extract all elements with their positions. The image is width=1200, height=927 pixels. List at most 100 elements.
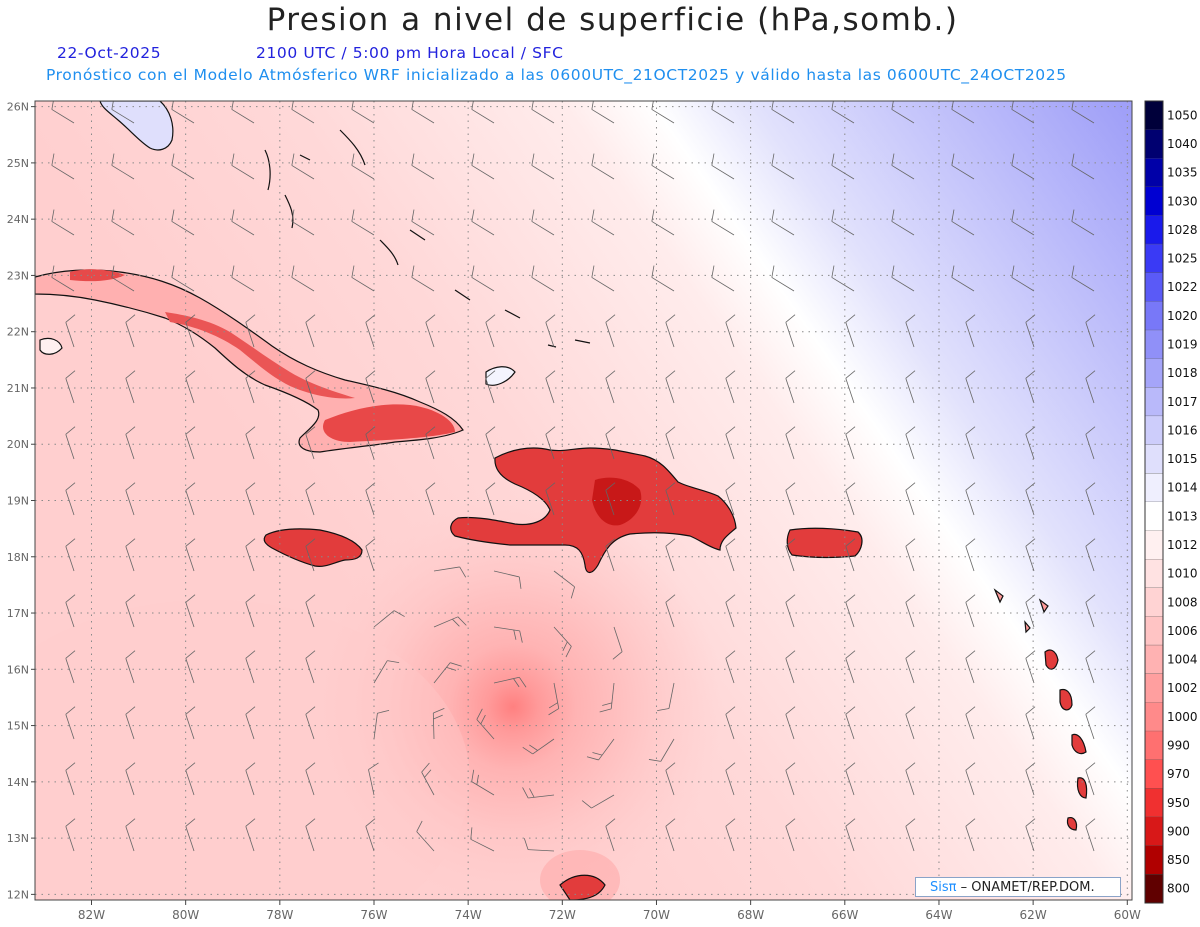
- wind-barb-flag: [845, 314, 856, 323]
- wind-barb-staff: [65, 602, 75, 628]
- wind-barb-staff: [905, 490, 915, 516]
- wind-barb-staff: [171, 165, 195, 180]
- wind-barb-flag: [185, 650, 196, 659]
- colorbar-swatch: [1145, 272, 1163, 302]
- wind-barb-flag: [651, 265, 655, 278]
- wind-barb-staff: [725, 602, 735, 628]
- colorbar-swatch: [1145, 559, 1163, 589]
- wind-barb-staff: [291, 277, 315, 292]
- wind-barb-staff: [1025, 826, 1035, 852]
- lon-tick-label: 66W: [831, 908, 858, 922]
- wind-barb-staff: [416, 831, 435, 852]
- wind-barb-flag: [171, 209, 175, 222]
- wind-barb-flag: [1025, 594, 1036, 603]
- wind-barb-flag: [452, 618, 460, 627]
- wind-barb-flag: [905, 482, 916, 491]
- wind-barb-staff: [553, 570, 575, 588]
- wind-barb-staff: [831, 277, 855, 292]
- wind-barb-staff: [1071, 109, 1095, 124]
- colorbar-swatch: [1145, 129, 1163, 159]
- wind-barb-flag: [785, 482, 796, 491]
- wind-barb-staff: [1085, 434, 1095, 460]
- wind-barb-staff: [65, 434, 75, 460]
- colorbar-swatch: [1145, 358, 1163, 388]
- wind-barb-flag: [305, 538, 316, 547]
- lat-tick-label: 16N: [7, 663, 29, 676]
- wind-barb-flag: [785, 538, 796, 547]
- wind-barb-flag: [905, 538, 916, 547]
- wind-barb-staff: [1071, 165, 1095, 180]
- wind-barb-flag: [351, 209, 355, 222]
- wind-barb-flag: [1085, 314, 1096, 323]
- wind-barb-staff: [470, 838, 495, 852]
- colorbar-label: 1010: [1167, 567, 1198, 581]
- wind-barb-flag: [185, 426, 196, 435]
- wind-barb-staff: [245, 658, 255, 684]
- wind-barb-staff: [1025, 714, 1035, 740]
- wind-barb-staff: [411, 109, 435, 124]
- wind-barb-flag: [51, 209, 55, 222]
- wind-barb-staff: [351, 221, 375, 236]
- wind-barb-flag: [485, 426, 496, 435]
- wind-barb-flag: [529, 788, 535, 798]
- wind-barb-flag: [831, 153, 835, 166]
- wind-barb-flag: [125, 426, 136, 435]
- wind-barb-staff: [185, 322, 195, 348]
- wind-barb-staff: [291, 165, 315, 180]
- wind-barb-flag: [305, 314, 316, 323]
- wind-barb-staff: [471, 109, 495, 124]
- wind-barb-flag: [245, 594, 256, 603]
- wind-barb-flag: [65, 482, 76, 491]
- wind-barb-staff: [845, 714, 855, 740]
- lat-tick-label: 20N: [7, 438, 29, 451]
- wind-barb-staff: [305, 602, 315, 628]
- jamaica: [263, 528, 363, 567]
- colorbar-swatch: [1145, 702, 1163, 732]
- wind-barb-staff: [125, 602, 135, 628]
- wind-barb-staff: [785, 826, 795, 852]
- wind-barb-staff: [1085, 490, 1095, 516]
- wind-barb-flag: [785, 818, 796, 827]
- lat-tick-label: 22N: [7, 326, 29, 339]
- wind-barb-flag: [1011, 265, 1015, 278]
- wind-barb-staff: [433, 616, 459, 628]
- wind-barb-staff: [605, 546, 615, 572]
- wind-barb-flag: [522, 746, 533, 755]
- wind-barb-staff: [545, 490, 555, 516]
- lat-tick-label: 15N: [7, 720, 29, 733]
- wind-barb-flag: [605, 538, 616, 547]
- wind-barb-flag: [245, 370, 256, 379]
- wind-barb-flag: [845, 818, 856, 827]
- wind-barb-staff: [665, 546, 675, 572]
- wind-barb-flag: [711, 265, 715, 278]
- wind-barb-flag: [891, 265, 895, 278]
- wind-barb-flag: [485, 370, 496, 379]
- wind-barb-flag: [725, 650, 736, 659]
- puerto-rico: [786, 527, 863, 558]
- wind-barb-flag: [245, 538, 256, 547]
- wind-barb-staff: [845, 490, 855, 516]
- wind-barb-flag: [785, 706, 796, 715]
- wind-barb-staff: [1025, 322, 1035, 348]
- wind-barb-staff: [725, 714, 735, 740]
- colorbar-label: 850: [1167, 853, 1190, 867]
- wind-barb-flag: [1011, 153, 1015, 166]
- wind-barb-flag: [65, 818, 76, 827]
- colorbar-swatch: [1145, 244, 1163, 274]
- wind-barb-staff: [471, 781, 495, 796]
- wind-barb-flag: [905, 426, 916, 435]
- wind-barb-staff: [185, 490, 195, 516]
- wind-barb-flag: [951, 101, 954, 110]
- wind-barb-flag: [1071, 153, 1075, 166]
- wind-barb-staff: [845, 322, 855, 348]
- wind-barb-flag: [185, 482, 196, 491]
- wind-barb-flag: [711, 101, 714, 110]
- colorbar-label: 1018: [1167, 366, 1198, 380]
- wind-barb-flag: [665, 594, 676, 603]
- wind-barb-staff: [231, 165, 255, 180]
- wind-barb-staff: [1025, 490, 1035, 516]
- low-pressure-field: [253, 490, 773, 900]
- wind-barb-staff: [891, 165, 915, 180]
- wind-barb-staff: [905, 770, 915, 796]
- wind-barb-flag: [951, 265, 955, 278]
